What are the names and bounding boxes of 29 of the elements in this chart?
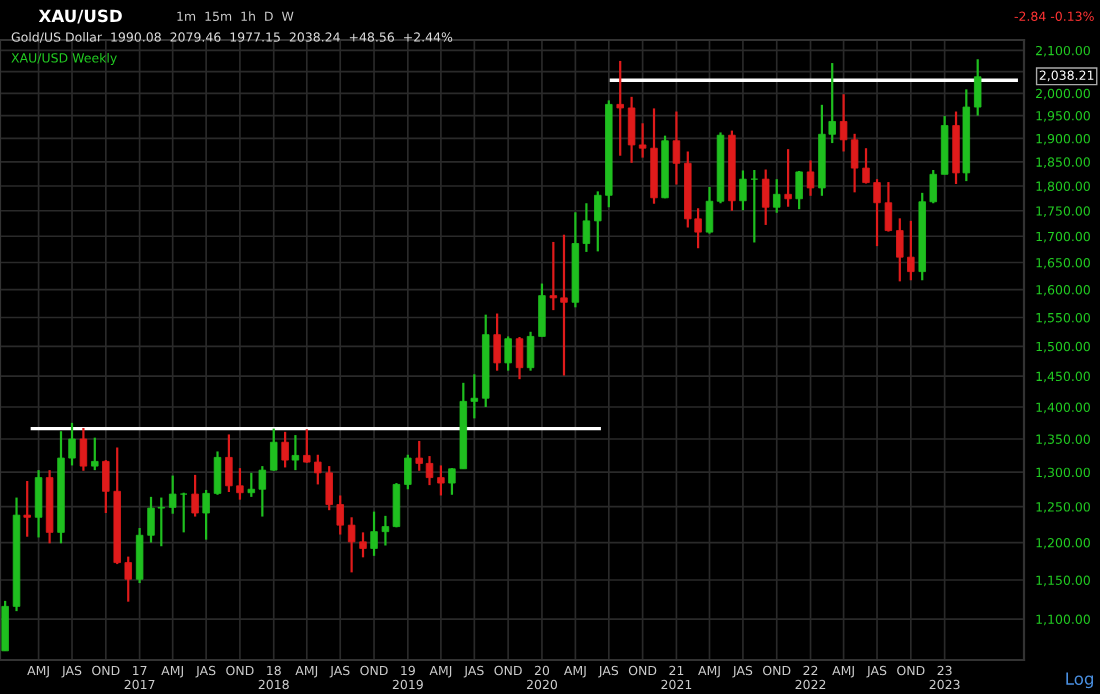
candlestick	[504, 335, 512, 372]
candlestick	[437, 464, 445, 497]
candlestick	[784, 148, 792, 208]
candlestick	[761, 168, 770, 227]
candlestick	[281, 430, 289, 469]
candlestick	[23, 479, 31, 538]
candlestick	[806, 159, 815, 197]
candlestick	[34, 469, 43, 539]
candlestick	[191, 473, 199, 518]
candlestick	[515, 335, 524, 381]
candlestick	[952, 110, 960, 186]
candlestick	[91, 436, 99, 472]
candlestick	[616, 59, 624, 157]
text: Log	[1066, 672, 1093, 689]
chart-title: XAU/USD	[38, 9, 122, 24]
candlestick	[739, 169, 747, 212]
candlestick	[79, 426, 88, 472]
candlestick	[202, 488, 210, 541]
candlestick	[973, 58, 982, 117]
candlestick	[1, 599, 9, 652]
candlestick	[270, 427, 278, 472]
candlestick	[291, 433, 300, 472]
candlestick	[213, 450, 222, 496]
candlestick	[493, 312, 501, 372]
candlestick	[795, 169, 803, 211]
candlestick	[404, 453, 412, 491]
candlestick	[672, 110, 681, 186]
candlestick	[773, 178, 781, 214]
candlestick	[705, 185, 714, 235]
